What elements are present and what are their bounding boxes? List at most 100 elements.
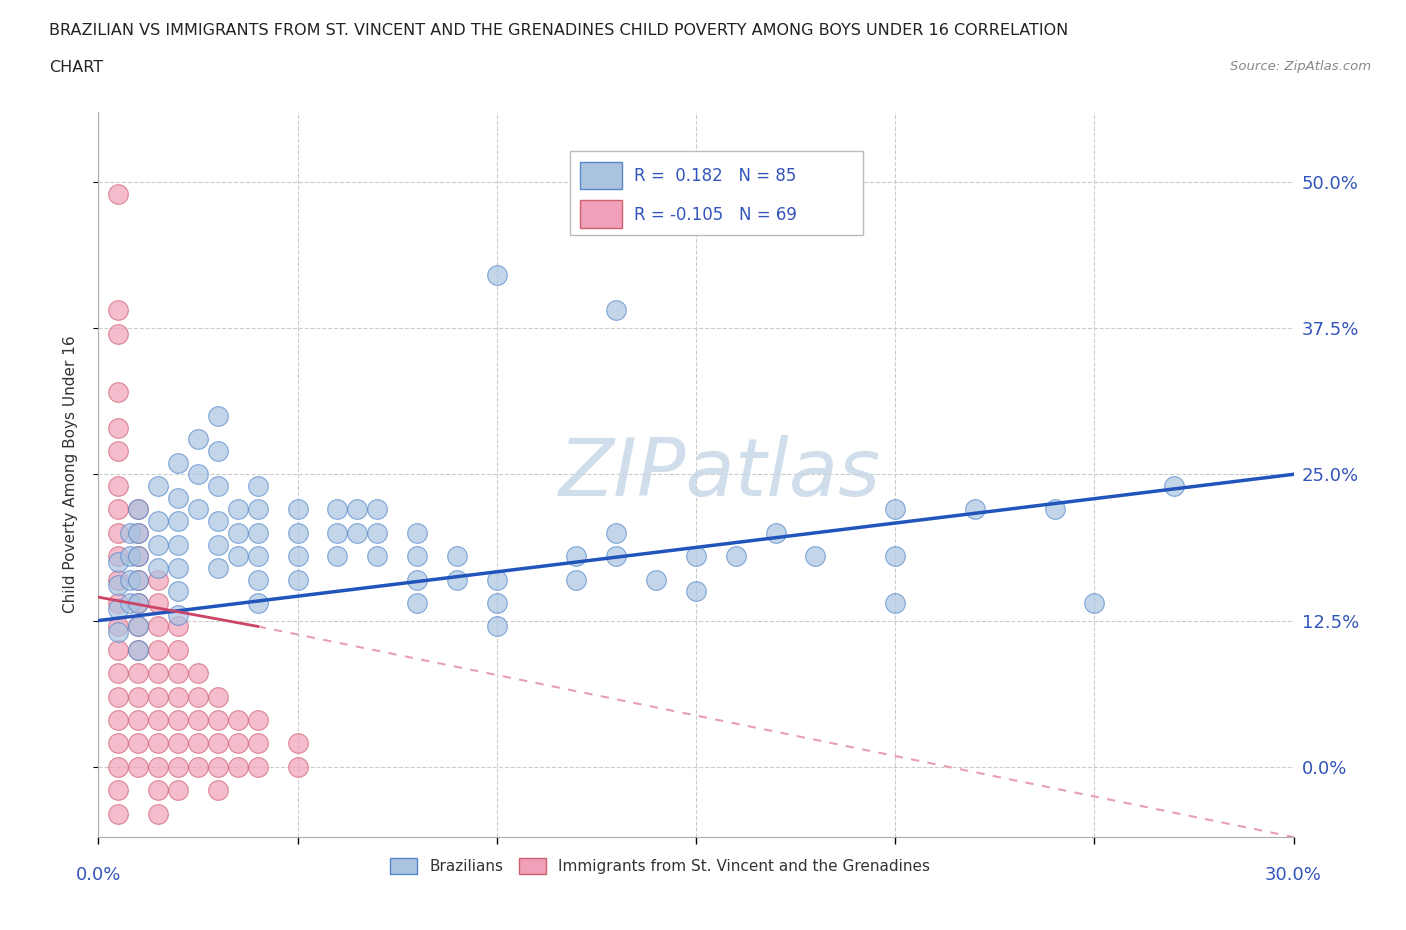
- Point: [207, 513, 229, 528]
- Point: [127, 572, 149, 587]
- Point: [120, 595, 142, 610]
- Point: [107, 549, 129, 564]
- FancyBboxPatch shape: [571, 152, 863, 235]
- Point: [148, 595, 170, 610]
- Point: [246, 760, 269, 775]
- Point: [127, 712, 149, 727]
- Point: [446, 549, 468, 564]
- Point: [346, 502, 368, 517]
- Point: [107, 303, 129, 318]
- Point: [127, 760, 149, 775]
- Point: [148, 760, 170, 775]
- Point: [406, 572, 429, 587]
- Point: [326, 549, 349, 564]
- Point: [107, 186, 129, 201]
- Point: [120, 525, 142, 540]
- Point: [120, 572, 142, 587]
- Point: [127, 525, 149, 540]
- Point: [884, 595, 907, 610]
- Point: [167, 490, 190, 505]
- Y-axis label: Child Poverty Among Boys Under 16: Child Poverty Among Boys Under 16: [63, 336, 77, 613]
- Point: [765, 525, 787, 540]
- Point: [107, 525, 129, 540]
- Point: [207, 561, 229, 576]
- Point: [366, 502, 388, 517]
- Point: [107, 479, 129, 494]
- Point: [107, 619, 129, 634]
- Point: [148, 619, 170, 634]
- Point: [605, 549, 627, 564]
- Point: [485, 268, 508, 283]
- Point: [963, 502, 986, 517]
- Point: [884, 549, 907, 564]
- Point: [246, 572, 269, 587]
- Legend: Brazilians, Immigrants from St. Vincent and the Grenadines: Brazilians, Immigrants from St. Vincent …: [384, 852, 936, 880]
- Point: [246, 502, 269, 517]
- Point: [127, 619, 149, 634]
- Point: [148, 643, 170, 658]
- Point: [127, 619, 149, 634]
- Point: [167, 455, 190, 470]
- Point: [167, 619, 190, 634]
- Point: [107, 420, 129, 435]
- Point: [724, 549, 747, 564]
- Point: [446, 572, 468, 587]
- Point: [107, 689, 129, 704]
- Point: [167, 712, 190, 727]
- Point: [1043, 502, 1066, 517]
- Point: [167, 736, 190, 751]
- Point: [605, 525, 627, 540]
- Point: [148, 561, 170, 576]
- Point: [167, 584, 190, 599]
- Point: [226, 502, 249, 517]
- Point: [187, 432, 209, 446]
- Point: [148, 783, 170, 798]
- Point: [167, 537, 190, 551]
- Point: [207, 408, 229, 423]
- Text: ZIPatlas: ZIPatlas: [558, 435, 882, 513]
- Point: [127, 502, 149, 517]
- Point: [565, 549, 588, 564]
- FancyBboxPatch shape: [581, 162, 621, 189]
- Point: [148, 712, 170, 727]
- Point: [167, 561, 190, 576]
- Point: [107, 602, 129, 617]
- Point: [287, 525, 309, 540]
- Point: [187, 689, 209, 704]
- Point: [107, 783, 129, 798]
- Point: [127, 736, 149, 751]
- Point: [127, 549, 149, 564]
- Point: [226, 525, 249, 540]
- Point: [226, 736, 249, 751]
- Point: [485, 595, 508, 610]
- Point: [406, 525, 429, 540]
- Point: [565, 572, 588, 587]
- Point: [326, 525, 349, 540]
- Point: [246, 479, 269, 494]
- Point: [187, 467, 209, 482]
- Point: [605, 303, 627, 318]
- Point: [326, 502, 349, 517]
- Point: [127, 549, 149, 564]
- Point: [884, 502, 907, 517]
- Point: [406, 595, 429, 610]
- Point: [127, 595, 149, 610]
- Point: [107, 444, 129, 458]
- Text: Source: ZipAtlas.com: Source: ZipAtlas.com: [1230, 60, 1371, 73]
- Point: [346, 525, 368, 540]
- Point: [127, 502, 149, 517]
- Point: [226, 712, 249, 727]
- Point: [107, 712, 129, 727]
- Text: 0.0%: 0.0%: [76, 866, 121, 884]
- Point: [207, 444, 229, 458]
- Point: [207, 783, 229, 798]
- Text: R =  0.182   N = 85: R = 0.182 N = 85: [634, 167, 796, 185]
- Point: [148, 572, 170, 587]
- Text: BRAZILIAN VS IMMIGRANTS FROM ST. VINCENT AND THE GRENADINES CHILD POVERTY AMONG : BRAZILIAN VS IMMIGRANTS FROM ST. VINCENT…: [49, 23, 1069, 38]
- Point: [148, 736, 170, 751]
- Point: [207, 712, 229, 727]
- Point: [167, 783, 190, 798]
- Point: [107, 760, 129, 775]
- Point: [246, 736, 269, 751]
- Point: [120, 549, 142, 564]
